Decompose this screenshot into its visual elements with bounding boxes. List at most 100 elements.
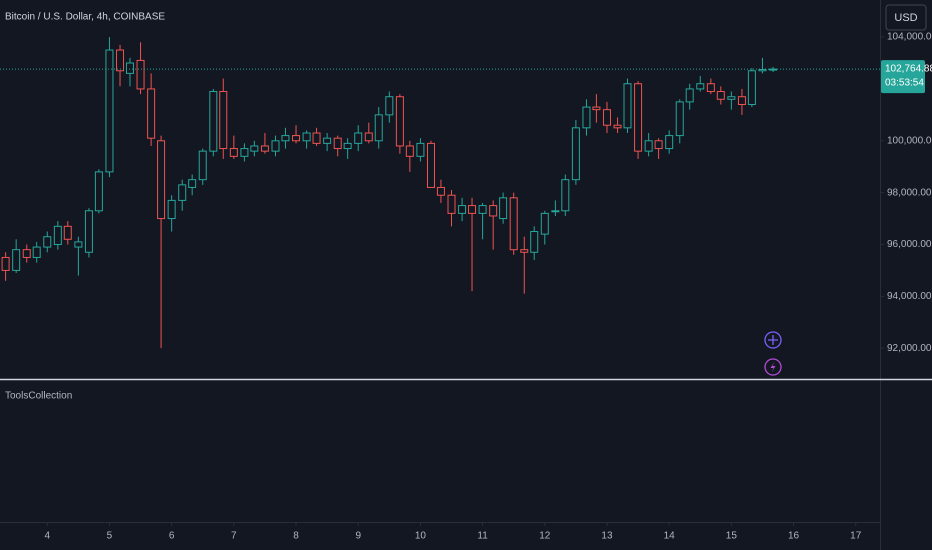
candle-body — [571, 127, 580, 181]
icon-plus[interactable] — [764, 331, 782, 349]
candle-body — [592, 106, 601, 111]
candle-body — [302, 132, 311, 142]
x-tick-label: 9 — [355, 531, 361, 542]
countdown-label: 03:53:54 — [885, 78, 924, 89]
candle-body — [312, 132, 321, 144]
candle-body — [343, 142, 352, 150]
candle-body — [219, 91, 228, 150]
price-marker-label: 102,764.88 — [885, 64, 932, 75]
candle-body — [12, 249, 21, 271]
candle-body — [292, 135, 301, 142]
indicator-icons — [764, 331, 782, 376]
candle-body — [405, 145, 414, 157]
x-tick-label: 17 — [850, 531, 862, 542]
candle-body — [260, 145, 269, 152]
candle-body — [323, 137, 332, 144]
candle-body — [74, 241, 83, 248]
candle-body — [530, 231, 539, 253]
icon-bolt[interactable] — [764, 358, 782, 376]
candle-body — [769, 68, 778, 71]
candle-body — [520, 249, 529, 253]
candle-body — [333, 137, 342, 150]
candle-body — [613, 124, 622, 129]
candle-body — [63, 225, 72, 240]
candle-body — [136, 59, 145, 90]
candle-body — [737, 96, 746, 105]
currency-button[interactable] — [885, 4, 927, 31]
x-tick-label: 8 — [293, 531, 299, 542]
x-tick-label: 11 — [477, 531, 488, 542]
candle-body — [509, 197, 518, 251]
candle-body — [727, 96, 736, 100]
candle-body — [157, 140, 166, 220]
candle-body — [654, 140, 663, 150]
candle-body — [250, 145, 259, 152]
x-tick-label: 16 — [788, 531, 800, 542]
y-tick-label: 94,000.00 — [887, 291, 932, 302]
candle-body — [94, 171, 103, 212]
candle-body — [758, 68, 767, 72]
x-tick-label: 7 — [231, 531, 237, 542]
x-tick-label: 13 — [601, 531, 613, 542]
chart-title: Bitcoin / U.S. Dollar, 4h, COINBASE — [5, 12, 165, 23]
icon-plus-glyph — [768, 335, 778, 345]
x-tick-label: 12 — [539, 531, 551, 542]
candle-body — [84, 210, 93, 253]
candle-body — [198, 150, 207, 181]
candle-body — [188, 179, 197, 188]
candle-body — [551, 210, 560, 213]
candle-body — [696, 83, 705, 90]
candle-body — [416, 142, 425, 157]
candle-body — [582, 106, 591, 129]
y-tick-label: 96,000.00 — [887, 239, 932, 250]
candle-body — [436, 186, 445, 196]
candle-body — [540, 212, 549, 235]
candle-body — [395, 96, 404, 147]
candle-body — [644, 140, 653, 152]
candle-body — [623, 83, 632, 129]
candle-body — [561, 179, 570, 212]
x-tick-label: 14 — [664, 531, 676, 542]
candle-body — [747, 70, 756, 105]
candle-body — [240, 148, 249, 157]
candle-body — [354, 132, 363, 144]
y-tick-label: 98,000.00 — [887, 187, 932, 198]
candle-body — [105, 49, 114, 173]
candle-body — [478, 205, 487, 214]
candle-body — [685, 88, 694, 103]
candle-body — [374, 114, 383, 142]
x-tick-label: 15 — [726, 531, 738, 542]
candle-body — [665, 135, 674, 150]
y-tick-label: 100,000.00 — [887, 135, 932, 146]
candle-body — [1, 256, 10, 271]
y-tick-label: 92,000.00 — [887, 343, 932, 354]
candle-body — [116, 49, 125, 72]
candle-body — [489, 205, 498, 217]
candle-body — [271, 140, 280, 152]
candle-body — [426, 142, 435, 188]
x-tick-label: 6 — [169, 531, 175, 542]
candle-body — [22, 249, 31, 258]
currency-label[interactable]: USD — [894, 12, 917, 24]
candle-body — [281, 135, 290, 142]
candle-body — [675, 101, 684, 137]
candle-body — [385, 96, 394, 116]
candle-body — [43, 236, 52, 248]
candle-body — [53, 225, 62, 245]
x-tick-label: 10 — [415, 531, 427, 542]
candle-body — [499, 197, 508, 220]
candle-body — [706, 83, 715, 93]
candles — [1, 37, 778, 349]
candle-body — [364, 132, 373, 142]
price-marker-box — [881, 60, 925, 94]
y-tick-label: 104,000.00 — [887, 32, 932, 43]
candle-body — [458, 205, 467, 214]
candle-body — [229, 148, 238, 157]
icon-bolt-glyph — [770, 361, 776, 373]
pane-label: ToolsCollection — [5, 391, 72, 402]
candle-body — [468, 205, 477, 214]
candle-body — [147, 88, 156, 139]
candle-body — [167, 199, 176, 220]
